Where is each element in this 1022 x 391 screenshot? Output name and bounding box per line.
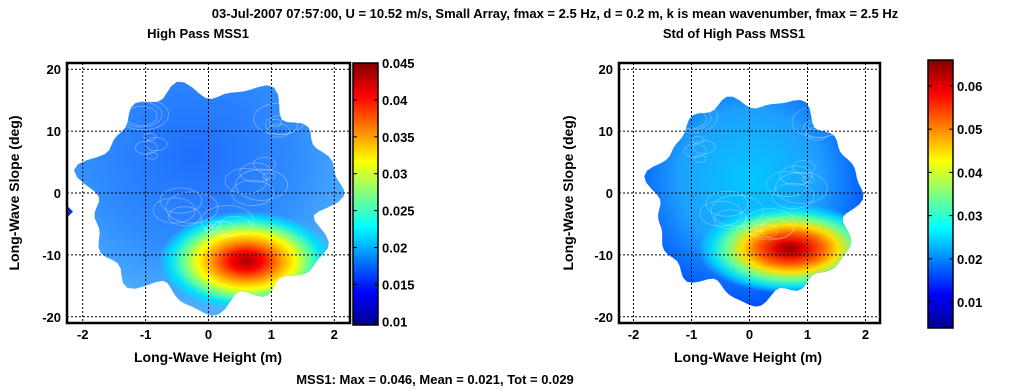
contour-line bbox=[205, 224, 219, 233]
contour-line bbox=[775, 171, 828, 204]
panel2-ylabel: Long-Wave Slope (deg) bbox=[560, 115, 576, 270]
x-tick-label: 2 bbox=[331, 327, 338, 342]
figure-footer: MSS1: Max = 0.046, Mean = 0.021, Tot = 0… bbox=[296, 372, 574, 387]
contour-line bbox=[683, 143, 707, 158]
colorbar-tick-label: 0.04 bbox=[957, 165, 983, 180]
contour-line bbox=[754, 223, 778, 238]
contour-line bbox=[710, 194, 764, 227]
contour-line bbox=[266, 123, 290, 138]
panel-std-high-pass-mss1: Std of High Pass MSS1 -2 -1 0 1 2-20-1001020… bbox=[560, 26, 983, 365]
x-tick-label: -1 bbox=[686, 327, 698, 342]
contour-line bbox=[159, 187, 203, 214]
contour-line bbox=[211, 220, 235, 235]
colorbar-tick-label: 0.035 bbox=[382, 130, 415, 145]
y-tick-label: 20 bbox=[47, 62, 61, 77]
x-tick-label: 1 bbox=[804, 327, 811, 342]
panel1-grid bbox=[67, 63, 350, 323]
panel1-title: High Pass MSS1 bbox=[147, 26, 249, 41]
y-tick-label: 10 bbox=[47, 124, 61, 139]
x-tick-label: -1 bbox=[140, 327, 152, 342]
x-tick-label: 0 bbox=[205, 327, 212, 342]
colorbar-tick-label: 0.05 bbox=[957, 122, 982, 137]
panel2-title: Std of High Pass MSS1 bbox=[663, 26, 805, 41]
contour-line bbox=[143, 132, 157, 141]
contour-line bbox=[200, 205, 254, 238]
y-tick-label: -10 bbox=[42, 248, 61, 263]
contour-line bbox=[209, 220, 223, 229]
colorbar-tick-label: 0.01 bbox=[957, 295, 982, 310]
colorbar-tick-label: 0.045 bbox=[382, 56, 415, 71]
contour-line bbox=[699, 200, 743, 227]
y-tick-label: 20 bbox=[599, 62, 613, 77]
colorbar-tick-label: 0.025 bbox=[382, 204, 415, 219]
contour-line bbox=[165, 191, 219, 224]
panel2-grid bbox=[619, 63, 880, 323]
contour-line bbox=[771, 182, 815, 209]
panel1-left-blob bbox=[67, 205, 73, 218]
x-tick-label: -2 bbox=[77, 327, 89, 342]
panel1-colorbar-ticks: 0.01 0.015 0.02 0.025 0.03 0.035 0.04 0.045 bbox=[353, 56, 415, 329]
y-tick-label: -10 bbox=[594, 248, 613, 263]
panel2-axes-box bbox=[617, 61, 882, 325]
contour-line bbox=[693, 154, 707, 163]
panel1-xlabel: Long-Wave Height (m) bbox=[134, 349, 282, 365]
panel1-axes-box bbox=[65, 61, 352, 325]
colorbar-tick-label: 0.06 bbox=[957, 79, 982, 94]
panel2-colorbar-ticks: 0.01 0.02 0.03 0.04 0.05 0.06 bbox=[928, 79, 983, 310]
panel2-colorbar bbox=[927, 59, 954, 329]
contour-line bbox=[692, 140, 716, 155]
panel1-contours bbox=[116, 98, 307, 238]
contour-line bbox=[262, 172, 276, 181]
panel1-colorbar bbox=[352, 62, 379, 326]
contour-line bbox=[235, 168, 289, 201]
y-tick-label: 10 bbox=[599, 124, 613, 139]
contour-line bbox=[705, 190, 749, 217]
contour-line bbox=[779, 165, 813, 186]
contour-line bbox=[714, 209, 747, 230]
y-tick-label: 0 bbox=[606, 186, 613, 201]
contour-line bbox=[792, 160, 816, 175]
contour-line bbox=[268, 118, 282, 127]
y-tick-label: -20 bbox=[594, 310, 613, 325]
colorbar-tick-label: 0.03 bbox=[957, 209, 982, 224]
y-tick-label: -20 bbox=[42, 310, 61, 325]
contour-line bbox=[802, 175, 815, 184]
x-tick-label: 0 bbox=[746, 327, 753, 342]
x-tick-label: 2 bbox=[862, 327, 869, 342]
contour-line bbox=[134, 140, 158, 155]
colorbar-tick-label: 0.02 bbox=[382, 241, 407, 256]
contour-line bbox=[760, 219, 794, 240]
colorbar-tick-label: 0.01 bbox=[382, 314, 407, 329]
figure-suptitle: 03-Jul-2007 07:57:00, U = 10.52 m/s, Sma… bbox=[212, 6, 899, 21]
contour-line bbox=[224, 167, 268, 194]
panel2-xlabel: Long-Wave Height (m) bbox=[674, 349, 822, 365]
colorbar-tick-label: 0.015 bbox=[382, 277, 415, 292]
y-tick-label: 0 bbox=[54, 186, 61, 201]
contour-line bbox=[691, 135, 705, 144]
panel1-ylabel: Long-Wave Slope (deg) bbox=[6, 115, 22, 270]
x-tick-label: -2 bbox=[628, 327, 640, 342]
contour-line bbox=[218, 215, 252, 236]
colorbar-tick-label: 0.03 bbox=[382, 167, 407, 182]
colorbar-tick-label: 0.02 bbox=[957, 252, 982, 267]
contour-line bbox=[252, 156, 276, 171]
colorbar-tick-label: 0.04 bbox=[382, 93, 408, 108]
contour-line bbox=[152, 197, 196, 224]
x-tick-label: 1 bbox=[268, 327, 275, 342]
contour-line bbox=[743, 208, 797, 241]
contour-line bbox=[752, 223, 766, 232]
contour-line bbox=[168, 206, 202, 227]
